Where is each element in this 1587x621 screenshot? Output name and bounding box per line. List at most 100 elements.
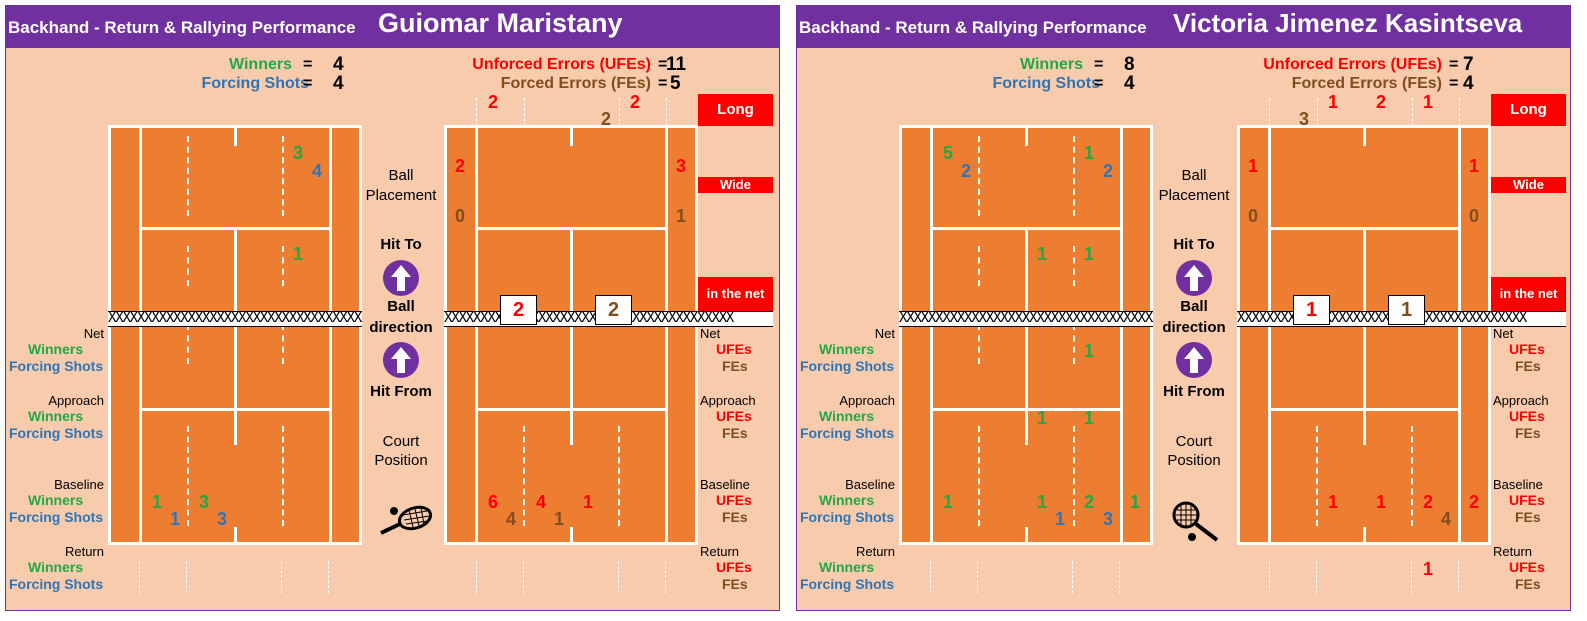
value: 0 xyxy=(455,206,466,226)
label-ufes: UFEs xyxy=(716,492,752,508)
value: 1 xyxy=(293,244,304,264)
value: 1 xyxy=(1423,92,1434,112)
direction-label: direction xyxy=(1162,319,1226,336)
label-return: Return xyxy=(64,544,104,559)
fe-label: Forced Errors (FEs) xyxy=(500,75,651,92)
label-net: Net xyxy=(700,326,721,341)
value: 2 xyxy=(455,156,466,176)
player-name: Victoria Jimenez Kasintseva xyxy=(1173,8,1523,38)
ufe-label: Unforced Errors (UFEs) xyxy=(472,56,651,73)
equals: = xyxy=(1094,56,1104,73)
panel-header: Backhand - Return & Rallying Performance… xyxy=(797,6,1570,48)
court-left xyxy=(899,125,1153,545)
panel-subtitle: Backhand - Return & Rallying Performance xyxy=(799,18,1147,37)
label-return: Return xyxy=(1493,544,1533,559)
value: 1 xyxy=(1037,408,1048,428)
equals: = xyxy=(303,75,313,92)
ball-label: Ball xyxy=(387,298,415,315)
value: 1 xyxy=(1084,341,1095,361)
panel-subtitle: Backhand - Return & Rallying Performance xyxy=(8,18,356,37)
winners-value: 4 xyxy=(333,54,344,75)
equals: = xyxy=(1449,75,1459,92)
value: 2 xyxy=(601,109,612,129)
up-arrow-icon xyxy=(383,342,419,378)
hit-to-label: Hit To xyxy=(380,236,422,253)
ufe-value: 11 xyxy=(666,54,687,75)
court-left xyxy=(108,125,362,545)
value: 1 xyxy=(1376,492,1387,512)
label-winners: Winners xyxy=(28,408,84,424)
value: 4 xyxy=(312,161,323,181)
value: 4 xyxy=(1441,509,1452,529)
equals: = xyxy=(1449,56,1459,73)
court-right xyxy=(444,125,698,545)
value: 0 xyxy=(1469,206,1480,226)
forcing-label: Forcing Shots xyxy=(992,75,1100,92)
label-forcing: Forcing Shots xyxy=(9,425,104,441)
wide-box: Wide xyxy=(698,177,773,193)
value: 3 xyxy=(1103,509,1114,529)
ball-label: Ball xyxy=(388,167,414,184)
label-return: Return xyxy=(855,544,895,559)
label-ufes: UFEs xyxy=(716,341,752,357)
hit-to-label: Hit To xyxy=(1173,236,1215,253)
long-box: Long xyxy=(698,94,773,126)
label-forcing: Forcing Shots xyxy=(800,576,895,592)
label-baseline: Baseline xyxy=(845,477,895,492)
label-net: Net xyxy=(874,326,895,341)
value: 1 xyxy=(1130,492,1141,512)
label-approach: Approach xyxy=(700,393,756,408)
value: 0 xyxy=(1248,206,1259,226)
label-forcing: Forcing Shots xyxy=(9,576,104,592)
label-winners: Winners xyxy=(819,408,875,424)
value: 2 xyxy=(488,92,499,112)
value: 3 xyxy=(293,143,304,163)
label-winners: Winners xyxy=(819,559,875,575)
net-ufe-box: 1 xyxy=(1293,295,1330,325)
net-fe-box: 2 xyxy=(595,295,632,325)
position-label: Position xyxy=(1167,452,1221,469)
label-baseline: Baseline xyxy=(700,477,750,492)
in-net-box: in the net xyxy=(1491,277,1566,311)
forcing-value: 4 xyxy=(1124,73,1135,94)
value: 3 xyxy=(199,492,210,512)
equals: = xyxy=(303,56,313,73)
label-fes: FEs xyxy=(722,425,748,441)
label-forcing: Forcing Shots xyxy=(800,425,895,441)
value: 1 xyxy=(1084,143,1095,163)
label-fes: FEs xyxy=(1515,358,1541,374)
value: 1 xyxy=(676,206,687,226)
value: 1 xyxy=(152,492,163,512)
value: 3 xyxy=(676,156,687,176)
net-left: XXXXXXXXXXXXXXXXXXXXXXXXXXXXXXXXXXXXXXXX xyxy=(899,311,1153,327)
ufe-value: 7 xyxy=(1463,54,1474,75)
value: 1 xyxy=(1037,244,1048,264)
placement-label: Placement xyxy=(1158,187,1230,204)
value: 2 xyxy=(1084,492,1095,512)
up-arrow-icon xyxy=(383,260,419,296)
equals: = xyxy=(1094,75,1104,92)
ufe-label: Unforced Errors (UFEs) xyxy=(1263,56,1442,73)
value: 3 xyxy=(217,509,228,529)
value: 1 xyxy=(1055,509,1066,529)
value: 3 xyxy=(1299,109,1310,129)
label-ufes: UFEs xyxy=(1509,341,1545,357)
value: 2 xyxy=(1376,92,1387,112)
label-approach: Approach xyxy=(48,393,104,408)
label-winners: Winners xyxy=(819,341,875,357)
value: 1 xyxy=(554,509,565,529)
label-winners: Winners xyxy=(28,341,84,357)
label-forcing: Forcing Shots xyxy=(800,509,895,525)
placement-label: Placement xyxy=(365,187,437,204)
label-net: Net xyxy=(1493,326,1514,341)
label-net: Net xyxy=(83,326,104,341)
value: 4 xyxy=(536,492,547,512)
long-box: Long xyxy=(1491,94,1566,126)
label-forcing: Forcing Shots xyxy=(9,509,104,525)
value: 1 xyxy=(1328,92,1339,112)
fe-label: Forced Errors (FEs) xyxy=(1291,75,1442,92)
net-ufe-box: 2 xyxy=(500,295,537,325)
court-label: Court xyxy=(382,433,420,450)
hit-from-label: Hit From xyxy=(370,383,432,400)
panel-right: Backhand - Return & Rallying Performance… xyxy=(796,5,1571,611)
